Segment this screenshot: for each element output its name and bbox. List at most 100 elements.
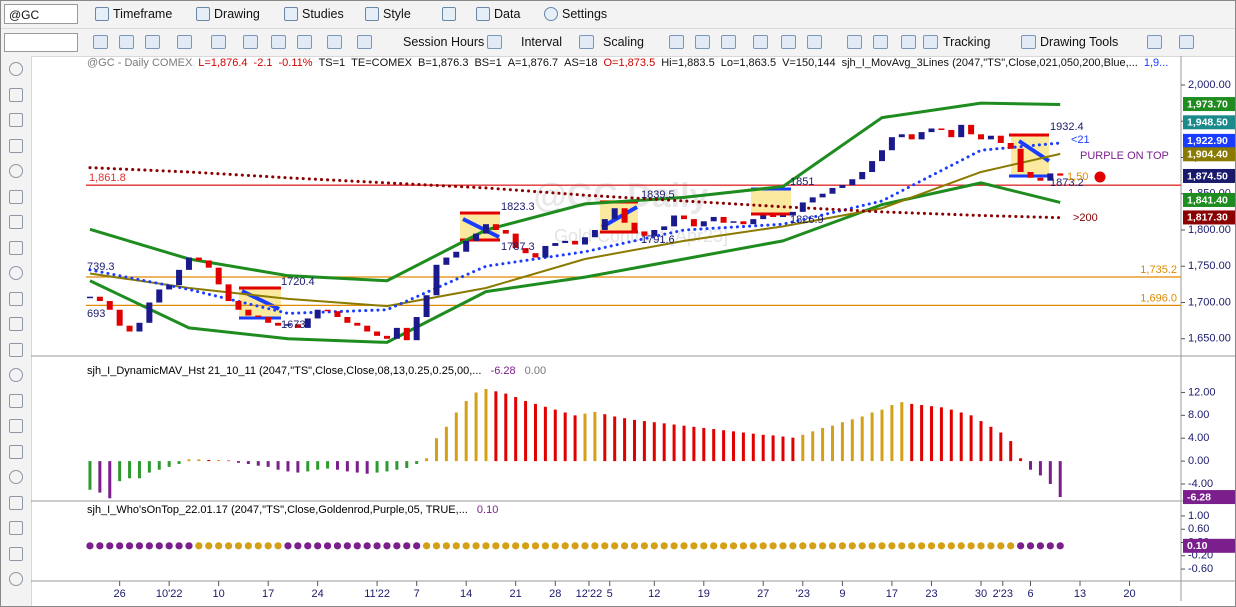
icon[interactable] xyxy=(357,35,372,49)
tool-icon[interactable] xyxy=(9,419,23,433)
icon[interactable] xyxy=(807,35,822,49)
icon[interactable] xyxy=(271,35,286,49)
tool-icon[interactable] xyxy=(9,393,23,408)
candle xyxy=(720,216,727,223)
tool-icon[interactable] xyxy=(9,521,23,535)
tool-icon[interactable] xyxy=(9,266,23,280)
combo-box[interactable] xyxy=(4,33,78,52)
state-dot xyxy=(868,542,876,550)
icon[interactable] xyxy=(1179,35,1194,49)
icon[interactable] xyxy=(119,35,134,49)
candle xyxy=(106,301,113,310)
tool-icon[interactable] xyxy=(9,240,23,255)
toolbar-button[interactable]: Timeframe xyxy=(113,7,173,21)
icon[interactable] xyxy=(695,35,710,49)
toolbar-button[interactable]: Interval xyxy=(521,35,562,49)
tool-icon[interactable] xyxy=(9,113,23,127)
tool-icon[interactable] xyxy=(9,444,23,459)
tool-icon[interactable] xyxy=(9,572,23,586)
candle xyxy=(463,240,470,252)
histogram-bar xyxy=(979,421,983,462)
icon[interactable] xyxy=(476,7,490,21)
icon[interactable] xyxy=(95,7,109,21)
icon[interactable] xyxy=(753,35,768,49)
icon[interactable] xyxy=(487,35,502,49)
histogram-bar xyxy=(286,461,290,472)
y-tick-label: 1.00 xyxy=(1188,510,1209,522)
price-badge-label: 1,922.90 xyxy=(1187,135,1228,147)
state-dot xyxy=(432,542,441,550)
candle xyxy=(1027,171,1034,178)
tool-icon[interactable] xyxy=(9,87,23,102)
state-dot xyxy=(967,542,975,550)
price-badge xyxy=(1183,210,1235,225)
state-dot xyxy=(898,542,906,550)
tool-icon[interactable] xyxy=(9,62,23,76)
candle xyxy=(552,243,559,246)
moving-average xyxy=(88,141,1062,315)
candle xyxy=(581,237,588,245)
toolbar-button[interactable]: Data xyxy=(494,7,521,21)
tool-icon[interactable] xyxy=(9,342,23,357)
histogram-bar xyxy=(840,422,844,462)
icon[interactable] xyxy=(901,35,916,49)
x-tick-label: 24 xyxy=(312,588,324,600)
icon[interactable] xyxy=(1147,35,1162,49)
tool-icon[interactable] xyxy=(9,215,23,229)
icon[interactable] xyxy=(297,35,312,49)
icon[interactable] xyxy=(93,35,108,49)
icon[interactable] xyxy=(873,35,888,49)
icon[interactable] xyxy=(1021,35,1036,49)
icon[interactable] xyxy=(669,35,684,49)
toolbar-button[interactable]: Tracking xyxy=(943,35,991,49)
icon[interactable] xyxy=(327,35,342,49)
icon[interactable] xyxy=(284,7,298,21)
toolbar-button[interactable]: Studies xyxy=(302,7,344,21)
icon[interactable] xyxy=(442,7,456,21)
tool-icon[interactable] xyxy=(9,546,23,561)
icon[interactable] xyxy=(781,35,796,49)
candle xyxy=(502,229,509,234)
icon[interactable] xyxy=(847,35,862,49)
tool-icon[interactable] xyxy=(9,164,23,178)
icon[interactable] xyxy=(177,35,192,49)
candle xyxy=(195,257,202,261)
toolbar-button[interactable]: Settings xyxy=(562,7,608,21)
icon[interactable] xyxy=(365,7,379,21)
icon[interactable] xyxy=(243,35,258,49)
annotation: 1932.4 xyxy=(1050,121,1084,133)
tool-icon[interactable] xyxy=(9,495,23,510)
state-dot xyxy=(284,542,292,550)
price-badge-label: 1,973.70 xyxy=(1187,98,1228,110)
toolbar-button[interactable]: Drawing Tools xyxy=(1040,35,1119,49)
histogram-bar xyxy=(207,459,211,462)
toolbar-button[interactable]: Scaling xyxy=(603,35,644,49)
state-dot xyxy=(947,542,955,550)
histogram-bar xyxy=(187,459,191,462)
icon[interactable] xyxy=(544,7,558,21)
symbol-box[interactable]: @GC xyxy=(4,4,78,24)
icon[interactable] xyxy=(211,35,226,49)
header-field: V=150,144 xyxy=(782,57,836,69)
state-dot xyxy=(165,542,173,550)
toolbar-button[interactable]: Style xyxy=(383,7,411,21)
candle xyxy=(1057,173,1064,176)
candle xyxy=(987,135,994,140)
tool-icon[interactable] xyxy=(9,189,23,204)
tool-icon[interactable] xyxy=(9,138,23,153)
header-field: sjh_I_MovAvg_3Lines (2047,"TS",Close,021… xyxy=(841,57,1138,69)
icon[interactable] xyxy=(923,35,938,49)
tool-icon[interactable] xyxy=(9,291,23,306)
toolbar-button[interactable]: Session Hours xyxy=(403,35,485,49)
icon[interactable] xyxy=(145,35,160,49)
state-dot xyxy=(492,542,500,550)
icon[interactable] xyxy=(196,7,210,21)
tool-icon[interactable] xyxy=(9,317,23,331)
icon[interactable] xyxy=(721,35,736,49)
tool-icon[interactable] xyxy=(9,368,23,382)
tool-icon[interactable] xyxy=(9,470,23,484)
icon[interactable] xyxy=(579,35,594,49)
annotation: 1673 xyxy=(281,319,305,331)
y-tick-label: 0.00 xyxy=(1188,455,1209,467)
toolbar-button[interactable]: Drawing xyxy=(214,7,260,21)
